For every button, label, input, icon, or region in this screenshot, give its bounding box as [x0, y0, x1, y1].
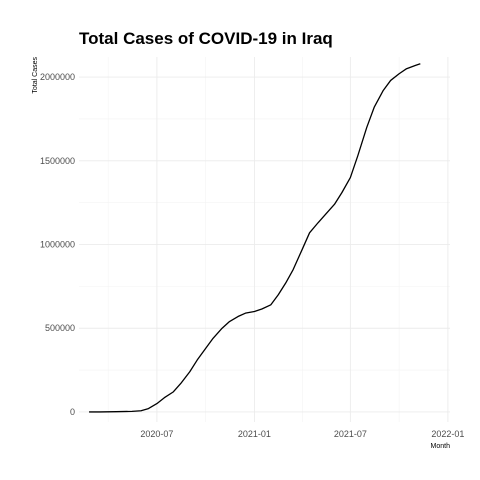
y-tick-label: 500000 — [45, 323, 75, 333]
x-tick-label: 2020-07 — [140, 429, 173, 439]
y-tick-label: 0 — [70, 407, 75, 417]
x-tick-label: 2022-01 — [431, 429, 464, 439]
chart-title: Total Cases of COVID-19 in Iraq — [79, 29, 333, 48]
y-tick-label: 1000000 — [40, 240, 75, 250]
plot-area: 0 500000 1000000 1500000 2000000 2020-07 2021-… — [40, 57, 464, 439]
y-axis-title-group: Total Cases — [32, 57, 39, 94]
x-tick-label: 2021-07 — [334, 429, 367, 439]
y-axis-title: Total Cases — [32, 57, 39, 94]
y-tick-label: 1500000 — [40, 156, 75, 166]
x-tick-label: 2021-01 — [238, 429, 271, 439]
y-tick-label: 2000000 — [40, 72, 75, 82]
x-axis-title: Month — [431, 443, 451, 450]
